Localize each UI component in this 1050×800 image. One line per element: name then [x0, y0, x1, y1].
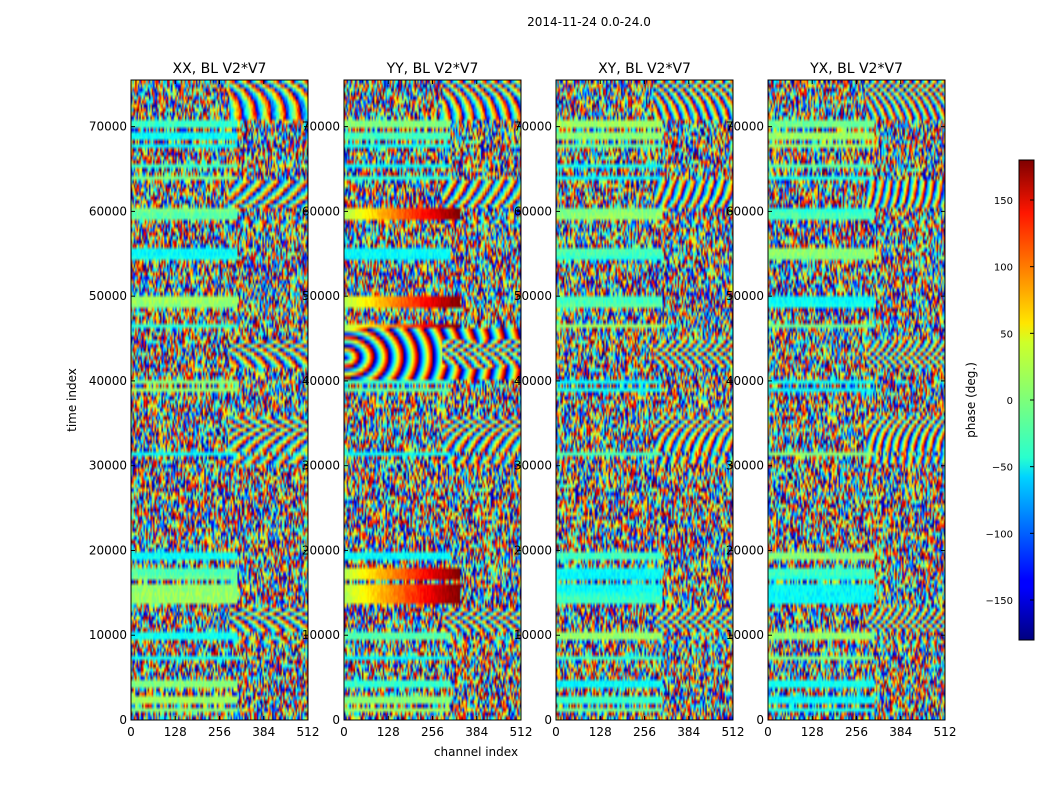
x-axis-label: channel index [434, 745, 518, 759]
panel-2: XY, BL V2*V7 0 128 256 384 512 0 10000 20000 3000… [514, 61, 745, 739]
x-tick-label-0-4: 512 [297, 725, 320, 739]
colorbar-tick-label-1: −100 [986, 529, 1013, 540]
x-tick-label-3-1: 128 [801, 725, 824, 739]
x-tick-label-1-0: 0 [340, 725, 348, 739]
x-tick-label-3-2: 256 [845, 725, 868, 739]
panels: XX, BL V2*V7 0 128 256 384 512 0 10000 20000 3000… [89, 61, 957, 739]
y-tick-label-0-7: 70000 [89, 120, 127, 134]
panel-title-2: XY, BL V2*V7 [598, 61, 691, 77]
y-tick-label-0-5: 50000 [89, 289, 127, 303]
y-tick-label-1-1: 10000 [302, 628, 340, 642]
y-tick-label-2-3: 30000 [514, 459, 552, 473]
y-tick-label-1-0: 0 [332, 713, 340, 727]
y-axis-label: time index [65, 368, 79, 432]
y-tick-label-3-1: 10000 [726, 628, 764, 642]
y-tick-label-0-3: 30000 [89, 459, 127, 473]
x-tick-label-0-0: 0 [127, 725, 135, 739]
x-tick-label-3-0: 0 [764, 725, 772, 739]
y-tick-label-2-5: 50000 [514, 289, 552, 303]
heatmap-image-3 [768, 80, 945, 720]
x-tick-label-2-0: 0 [552, 725, 560, 739]
y-tick-label-2-0: 0 [544, 713, 552, 727]
x-tick-label-2-1: 128 [589, 725, 612, 739]
heatmap-image-1 [344, 80, 521, 720]
y-tick-label-3-3: 30000 [726, 459, 764, 473]
y-tick-label-2-1: 10000 [514, 628, 552, 642]
y-tick-label-3-6: 60000 [726, 204, 764, 218]
panel-title-1: YY, BL V2*V7 [386, 61, 479, 77]
x-tick-label-1-2: 256 [421, 725, 444, 739]
colorbar-tick-label-2: −50 [992, 463, 1013, 474]
y-tick-label-1-2: 20000 [302, 543, 340, 557]
y-tick-label-1-3: 30000 [302, 459, 340, 473]
y-tick-label-2-6: 60000 [514, 204, 552, 218]
y-tick-label-2-7: 70000 [514, 120, 552, 134]
colorbar-tick-label-0: −150 [986, 596, 1013, 607]
y-tick-label-3-4: 40000 [726, 374, 764, 388]
y-tick-label-1-4: 40000 [302, 374, 340, 388]
colorbar-tick-label-5: 100 [994, 263, 1013, 274]
x-tick-label-3-3: 384 [889, 725, 912, 739]
panel-0: XX, BL V2*V7 0 128 256 384 512 0 10000 20000 3000… [89, 61, 320, 739]
colorbar-label: phase (deg.) [964, 362, 978, 438]
panel-3: YX, BL V2*V7 0 128 256 384 512 0 10000 20000 3000… [726, 61, 957, 739]
colorbar-ticks: −150 −100 −50 0 50 100 150 [986, 196, 1034, 607]
heatmap-image-2 [556, 80, 733, 720]
colorbar: −150 −100 −50 0 50 100 150 phase (deg.) [964, 159, 1035, 641]
x-tick-label-0-3: 384 [252, 725, 275, 739]
y-tick-label-0-2: 20000 [89, 543, 127, 557]
colorbar-tick-label-3: 0 [1007, 396, 1013, 407]
y-tick-label-1-6: 60000 [302, 204, 340, 218]
panel-title-0: XX, BL V2*V7 [173, 61, 267, 77]
y-tick-label-0-4: 40000 [89, 374, 127, 388]
y-tick-label-1-7: 70000 [302, 120, 340, 134]
x-tick-label-2-2: 256 [633, 725, 656, 739]
y-tick-label-1-5: 50000 [302, 289, 340, 303]
x-tick-label-2-4: 512 [722, 725, 745, 739]
x-tick-label-1-4: 512 [510, 725, 533, 739]
y-tick-label-3-5: 50000 [726, 289, 764, 303]
heatmap-image-0 [131, 80, 308, 720]
y-tick-label-0-0: 0 [119, 713, 127, 727]
x-tick-label-1-1: 128 [377, 725, 400, 739]
y-tick-label-3-2: 20000 [726, 543, 764, 557]
x-tick-label-1-3: 384 [465, 725, 488, 739]
x-tick-label-0-2: 256 [208, 725, 231, 739]
y-tick-label-2-2: 20000 [514, 543, 552, 557]
y-tick-label-0-1: 10000 [89, 628, 127, 642]
y-tick-label-0-6: 60000 [89, 204, 127, 218]
panel-1: YY, BL V2*V7 0 128 256 384 512 0 10000 20000 3000… [302, 61, 533, 739]
x-tick-label-0-1: 128 [164, 725, 187, 739]
y-tick-label-2-4: 40000 [514, 374, 552, 388]
x-tick-label-2-3: 384 [677, 725, 700, 739]
panel-title-3: YX, BL V2*V7 [809, 61, 903, 77]
x-tick-label-3-4: 512 [934, 725, 957, 739]
colorbar-tick-label-6: 150 [994, 196, 1013, 207]
figure-title: 2014-11-24 0.0-24.0 [527, 15, 651, 29]
y-tick-label-3-7: 70000 [726, 120, 764, 134]
y-tick-label-3-0: 0 [756, 713, 764, 727]
colorbar-tick-label-4: 50 [1000, 329, 1013, 340]
